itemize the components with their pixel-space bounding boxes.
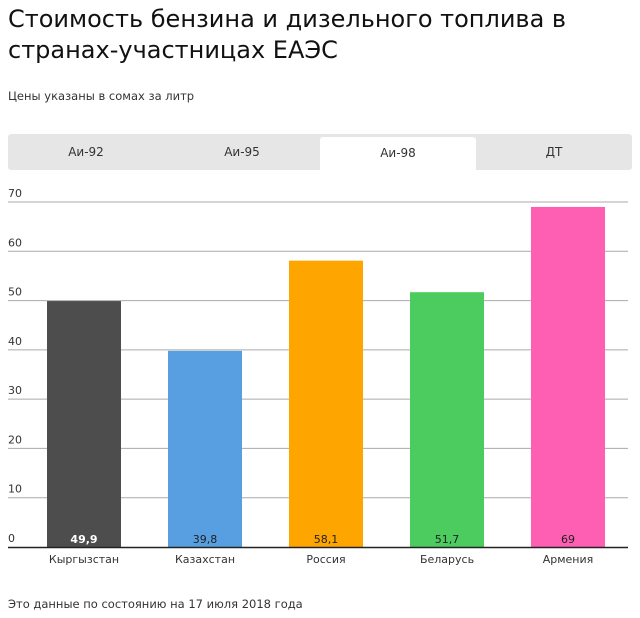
tab-ai95[interactable]: Аи-95 xyxy=(224,145,260,159)
bar xyxy=(410,292,484,547)
bar xyxy=(289,260,363,547)
x-tick-label: Кыргызстан xyxy=(49,553,119,566)
chart-title: Стоимость бензина и дизельного топлива в… xyxy=(8,5,567,64)
fuel-type-tabs: Аи-92 Аи-95 Аи-98 ДТ xyxy=(8,134,632,170)
bar-value-label: 39,8 xyxy=(193,533,218,546)
bar-value-label: 51,7 xyxy=(435,533,460,546)
x-tick-label: Беларусь xyxy=(420,553,474,566)
footnote: Это данные по состоянию на 17 июля 2018 … xyxy=(8,597,303,611)
tab-ai92[interactable]: Аи-92 xyxy=(68,145,104,159)
y-tick-label: 30 xyxy=(8,384,22,397)
bar-value-label: 49,9 xyxy=(70,533,97,546)
x-tick-label: Россия xyxy=(306,553,345,566)
tab-ai98[interactable]: Аи-98 xyxy=(320,137,476,170)
y-tick-label: 70 xyxy=(8,187,22,200)
chart-subtitle: Цены указаны в сомах за литр xyxy=(8,89,195,103)
x-tick-label: Армения xyxy=(543,553,594,566)
y-tick-label: 50 xyxy=(8,286,22,299)
bar-value-label: 69 xyxy=(561,533,575,546)
y-tick-label: 20 xyxy=(8,433,22,446)
y-tick-label: 40 xyxy=(8,335,22,348)
x-tick-label: Казахстан xyxy=(175,553,235,566)
y-tick-label: 10 xyxy=(8,483,22,496)
bar xyxy=(47,301,121,547)
y-tick-label: 0 xyxy=(8,532,15,545)
bar xyxy=(168,350,242,547)
tab-dt[interactable]: ДТ xyxy=(545,145,563,159)
bar-value-label: 58,1 xyxy=(314,533,339,546)
y-tick-label: 60 xyxy=(8,236,22,249)
bar xyxy=(531,206,605,547)
bar-chart: 0 10 20 30 40 50 60 70 49,9 Кыргызстан 39,8 Казахст… xyxy=(8,187,628,566)
